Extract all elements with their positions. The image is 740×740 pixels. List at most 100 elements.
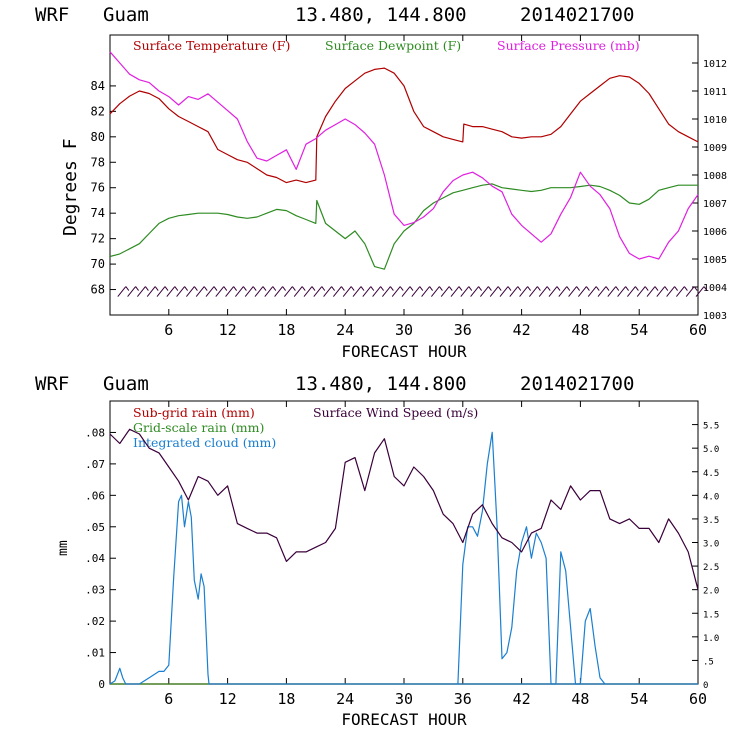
wind-barb-staff — [519, 286, 528, 297]
y-left-tick-label: 72 — [91, 232, 105, 246]
wind-barb-flag — [674, 286, 678, 291]
bottom-axis-ticks: 6 12 18 24 30 36 42 48 54 600.01.02.03.04.05.06.0… — [85, 401, 719, 708]
y-left-tick-label: 84 — [91, 79, 105, 93]
y-left-tick-label: 70 — [91, 257, 105, 271]
top-coords-label: 13.480, 144.800 — [295, 4, 467, 26]
wind-barb-staff — [587, 286, 597, 297]
top-axis-ticks: 6 12 18 24 30 36 42 48 54 60 68 70 72 74 76 78 80 82 84 100… — [91, 35, 727, 339]
legend-grid-scale-rain: Grid-scale rain (mm) — [133, 420, 264, 435]
y-right-tick-label: 1.0 — [703, 634, 719, 644]
wind-barb-flag — [537, 286, 541, 291]
y-left-tick-label: .04 — [85, 552, 105, 565]
x-tick-label: 18 — [277, 321, 295, 339]
x-tick-label: 24 — [336, 690, 354, 708]
y-left-tick-label: 76 — [91, 181, 105, 195]
x-tick-label: 36 — [454, 321, 472, 339]
wind-barb-flag — [693, 286, 698, 291]
top-panel: WRF Guam 13.480, 144.800 2014021700 Surf… — [35, 4, 727, 361]
wind-barb-flag — [438, 286, 443, 291]
y-right-tick-label: 1004 — [703, 283, 727, 294]
wind-barb-staff — [166, 286, 176, 297]
wind-barb-flag — [448, 286, 453, 291]
wind-barb-staff — [685, 286, 695, 297]
wind-barb-flag — [419, 286, 424, 291]
wind-barb-flag — [321, 286, 326, 291]
y-right-tick-label: 1003 — [703, 311, 727, 322]
wind-barb-staff — [284, 286, 293, 297]
wind-barb-staff — [117, 286, 127, 297]
wind-barb-flag — [458, 286, 463, 291]
y-left-tick-label: 78 — [91, 155, 105, 169]
wind-barb-flag — [654, 286, 659, 291]
x-tick-label: 36 — [454, 690, 472, 708]
wind-barb-flag — [625, 286, 629, 291]
y-right-tick-label: 3.5 — [703, 516, 719, 526]
x-tick-label: 24 — [336, 321, 354, 339]
wind-barb-staff — [293, 286, 303, 297]
top-init-label: 2014021700 — [520, 4, 634, 26]
wind-barb-flag — [644, 286, 649, 291]
wind-barb-staff — [244, 286, 254, 297]
y-right-tick-label: 1007 — [703, 199, 727, 210]
wind-barb-staff — [137, 286, 146, 297]
wind-barb-flag — [586, 286, 590, 291]
y-right-tick-label: 3.0 — [703, 540, 719, 550]
y-left-tick-label: .03 — [85, 584, 105, 597]
wind-barb-flag — [125, 286, 130, 291]
wind-barb-flag — [507, 286, 512, 291]
wind-barb-staff — [450, 286, 460, 297]
wind-barb-flag — [517, 286, 522, 291]
wind-barb-staff — [215, 286, 225, 297]
wind-barb-flag — [370, 286, 375, 291]
wind-barb-flag — [291, 286, 296, 291]
y-left-tick-label: .08 — [85, 426, 105, 439]
legend-surface-temperature: Surface Temperature (F) — [133, 38, 290, 53]
x-tick-label: 18 — [277, 690, 295, 708]
wind-barb-staff — [529, 286, 538, 297]
wind-barb-flag — [566, 286, 571, 291]
wind-barb-flag — [615, 286, 620, 291]
y-left-tick-label: 0 — [98, 678, 105, 691]
wind-barb-staff — [695, 286, 705, 297]
wind-barb-flag — [174, 286, 179, 291]
legend-sub-grid-rain: Sub-grid rain (mm) — [133, 405, 255, 420]
wind-barb-flag — [429, 286, 434, 291]
y-right-tick-label: 2.0 — [703, 587, 719, 597]
wind-barb-staff — [538, 286, 548, 297]
wind-barb-staff — [195, 286, 205, 297]
wind-barb-flag — [184, 286, 189, 291]
x-tick-label: 12 — [219, 690, 237, 708]
wind-barb-staff — [264, 286, 274, 297]
wind-barb-staff — [352, 286, 362, 297]
wind-barb-flag — [144, 286, 149, 291]
wind-barb-flag — [399, 286, 404, 291]
wind-barb-staff — [127, 286, 136, 297]
y-left-tick-label: .06 — [85, 489, 105, 502]
y-right-tick-label: 4.5 — [703, 469, 719, 479]
y-left-tick-label: .05 — [85, 521, 105, 534]
wind-barb-flag — [684, 286, 688, 291]
wind-barb-staff — [489, 286, 499, 297]
wind-barb-staff — [156, 286, 166, 297]
wind-barb-flag — [340, 286, 345, 291]
wind-barb-flag — [595, 286, 600, 291]
wind-barb-staff — [480, 286, 489, 297]
wind-barb-flag — [576, 286, 580, 291]
bottom-model-label: WRF — [35, 373, 69, 395]
y-right-tick-label: 1012 — [703, 59, 727, 70]
wind-barb-staff — [558, 286, 568, 297]
y-right-tick-label: 2.5 — [703, 563, 719, 573]
wind-barb-staff — [235, 286, 244, 297]
y-right-tick-label: 1011 — [703, 87, 727, 98]
wind-barb-staff — [548, 286, 558, 297]
wind-barb-flag — [527, 286, 531, 291]
series-surface-wind-speed-m-s — [109, 428, 699, 590]
y-right-tick-label: 1008 — [703, 171, 727, 182]
wind-barb-flag — [213, 286, 218, 291]
wind-barb-staff — [499, 286, 509, 297]
wind-barb-staff — [225, 286, 234, 297]
series-integrated-cloud-mm — [109, 494, 698, 685]
wind-barb-staff — [391, 286, 401, 297]
top-series-lines — [109, 51, 699, 270]
